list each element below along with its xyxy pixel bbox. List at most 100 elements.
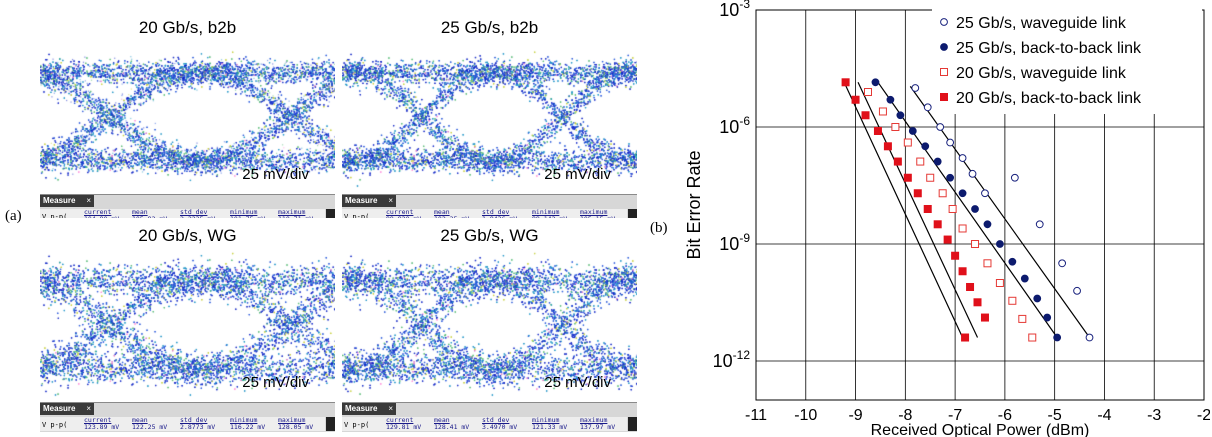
legend-entry: 20 Gb/s, waveguide link <box>956 65 1127 82</box>
data-point-series-0 <box>1035 220 1044 229</box>
eye-scale: 25 mV/div <box>544 166 611 183</box>
data-point-series-1 <box>896 111 905 120</box>
eye-scale: 25 mV/div <box>242 374 309 391</box>
x-tick-label: -11 <box>745 407 767 424</box>
close-icon[interactable]: × <box>388 404 393 413</box>
y-tick-label: 10-6 <box>719 114 750 137</box>
data-point-series-3 <box>861 111 870 120</box>
data-point-series-1 <box>871 78 880 87</box>
data-point-series-3 <box>961 333 970 342</box>
measure-label: V p-p( <box>344 213 370 221</box>
col-maximum-header: maximum <box>580 416 608 424</box>
data-point-series-3 <box>913 189 922 198</box>
mean-value: 128.41 mV <box>434 423 470 431</box>
mean-value: 122.25 mV <box>132 423 168 431</box>
col-mean-header: mean <box>434 416 450 424</box>
data-point-series-1 <box>958 189 967 198</box>
ber-chart: -11 -10 -9 -8 -7 -6 -5 -4 -3 -2 10-3 10-6 10-9 10-12 R… <box>684 0 1210 437</box>
legend-marker <box>940 43 948 51</box>
col-current-header: current <box>386 208 414 216</box>
data-point-series-1 <box>1033 294 1042 303</box>
col-minimum-header: minimum <box>532 208 560 216</box>
data-point-series-2 <box>1008 296 1017 305</box>
data-point-series-3 <box>966 282 975 291</box>
data-point-series-1 <box>933 157 942 166</box>
col-mean-header: mean <box>132 208 148 216</box>
col-minimum-header: minimum <box>532 416 560 424</box>
measure-label: V p-p( <box>42 213 68 221</box>
x-tick-label: -7 <box>948 407 962 424</box>
measure-tab[interactable]: Measure × <box>342 195 396 207</box>
measure-row: V p-p( current 123.89 mV mean 122.25 mV st… <box>40 417 325 431</box>
data-point-series-1 <box>996 240 1004 248</box>
col-stddev-header: std dev <box>482 208 510 216</box>
data-point-series-1 <box>1020 274 1029 283</box>
eye-title: 20 Gb/s, b2b <box>138 18 237 37</box>
col-current-header: current <box>386 416 414 424</box>
current-value: 129.81 mV <box>386 423 422 431</box>
panel-a-label: (a) <box>5 208 22 224</box>
legend-box <box>932 8 1202 114</box>
data-point-series-1 <box>983 220 992 229</box>
x-tick-label: -5 <box>1048 407 1062 424</box>
data-point-series-0 <box>923 103 932 112</box>
data-point-series-0 <box>946 138 955 147</box>
data-point-series-1 <box>946 173 955 182</box>
measure-tab[interactable]: Measure × <box>342 403 396 415</box>
data-point-series-1 <box>921 142 930 151</box>
scroll-handle[interactable] <box>326 417 335 431</box>
col-stddev-header: std dev <box>180 416 208 424</box>
close-icon[interactable]: × <box>86 196 91 205</box>
data-point-series-0 <box>1058 259 1067 268</box>
data-point-series-3 <box>903 173 912 182</box>
measure-label: V p-p( <box>344 421 370 429</box>
scroll-handle[interactable] <box>326 209 335 223</box>
data-point-series-2 <box>938 189 947 198</box>
close-icon[interactable]: × <box>86 404 91 413</box>
scroll-handle[interactable] <box>628 417 637 431</box>
data-point-series-3 <box>851 95 860 104</box>
x-tick-label: -6 <box>998 407 1012 424</box>
legend-entry: 25 Gb/s, waveguide link <box>956 15 1127 32</box>
measure-tab[interactable]: Measure × <box>40 403 94 415</box>
x-tick-label: -9 <box>848 407 862 424</box>
scroll-handle[interactable] <box>628 209 637 223</box>
eye-title: 20 Gb/s, WG <box>138 226 237 245</box>
data-point-series-0 <box>1073 286 1081 295</box>
measure-panel: Measure × V p-p( current 123.89 mV mean 122… <box>40 402 335 432</box>
data-point-series-0 <box>958 154 967 162</box>
measure-panel: Measure × V p-p( current 129.81 mV mean 128… <box>342 402 637 432</box>
measure-row: V p-p( current 129.81 mV mean 128.41 mV st… <box>342 417 627 431</box>
x-tick-label: -3 <box>1147 407 1161 424</box>
x-tick-label: -4 <box>1097 407 1111 424</box>
col-minimum-header: minimum <box>230 416 258 424</box>
legend-marker <box>940 18 948 26</box>
data-point-series-2 <box>948 204 957 213</box>
fit-line-series-2 <box>857 82 979 338</box>
y-tick-label: 10-12 <box>713 348 751 371</box>
data-point-series-3 <box>893 157 902 166</box>
data-point-series-2 <box>971 240 980 248</box>
data-point-series-3 <box>958 267 967 276</box>
stddev-value: 3.4970 mV <box>482 423 518 431</box>
data-point-series-0 <box>968 169 977 178</box>
eye-pattern <box>40 218 335 402</box>
data-point-series-2 <box>916 157 925 166</box>
eye-diagram-25g-b2b: 25 Gb/s, b2b 25 mV/div Measure × V p-p( c… <box>342 10 637 224</box>
data-point-series-2 <box>903 138 912 147</box>
col-stddev-header: std dev <box>482 416 510 424</box>
y-axis-label: Bit Error Rate <box>684 150 704 259</box>
measure-tab[interactable]: Measure × <box>40 195 94 207</box>
eye-title: 25 Gb/s, WG <box>440 226 539 245</box>
fit-line-series-1 <box>877 81 1058 338</box>
x-tick-label: -10 <box>794 407 817 424</box>
col-minimum-header: minimum <box>230 208 258 216</box>
legend-marker <box>940 68 948 76</box>
data-point-series-2 <box>891 123 900 131</box>
close-icon[interactable]: × <box>388 196 393 205</box>
panel-b-label: (b) <box>650 220 668 236</box>
data-point-series-3 <box>841 78 850 87</box>
data-point-series-1 <box>1043 313 1052 322</box>
data-point-series-3 <box>873 126 882 135</box>
data-point-series-3 <box>923 204 932 213</box>
